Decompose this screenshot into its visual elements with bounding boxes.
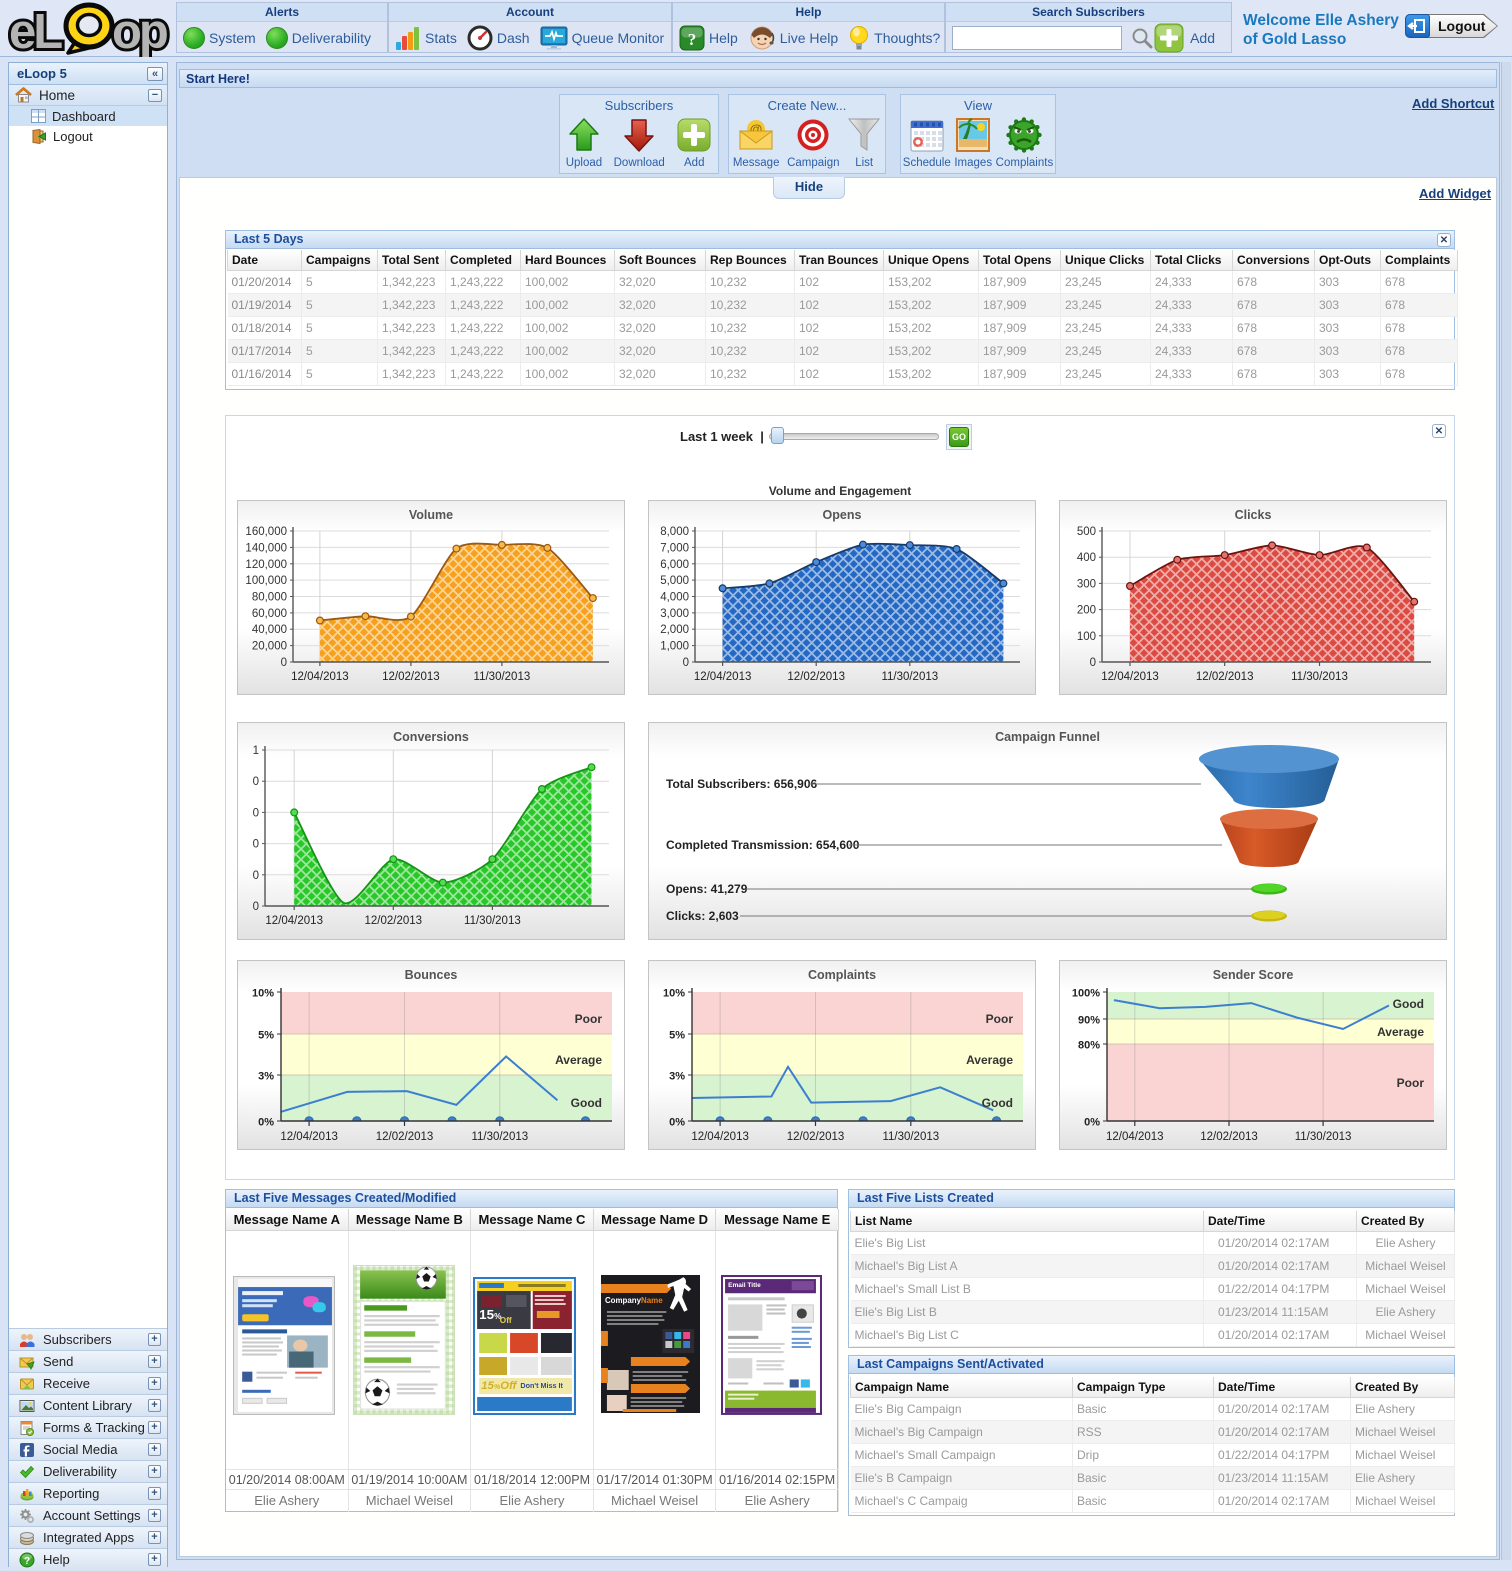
svg-text:Poor: Poor (1397, 1076, 1425, 1090)
svg-text:?: ? (688, 30, 697, 49)
svg-text:0: 0 (253, 870, 259, 882)
svg-text:60,000: 60,000 (252, 608, 287, 620)
svg-text:80%: 80% (1078, 1040, 1100, 1052)
svg-text:11/30/2013: 11/30/2013 (882, 1131, 939, 1143)
svg-text:0: 0 (1090, 657, 1096, 669)
svg-text:40,000: 40,000 (252, 624, 287, 636)
svg-text:12/04/2013: 12/04/2013 (291, 671, 349, 683)
svg-text:11/30/2013: 11/30/2013 (1291, 671, 1348, 683)
svg-text:12/02/2013: 12/02/2013 (787, 671, 845, 683)
svg-text:80,000: 80,000 (252, 592, 287, 604)
svg-text:12/04/2013: 12/04/2013 (280, 1131, 338, 1143)
svg-text:120,000: 120,000 (245, 559, 287, 571)
svg-text:12/04/2013: 12/04/2013 (1101, 671, 1159, 683)
svg-text:6,000: 6,000 (660, 559, 689, 571)
svg-text:Good: Good (982, 1096, 1013, 1110)
svg-text:12/02/2013: 12/02/2013 (1196, 671, 1254, 683)
svg-text:Average: Average (966, 1053, 1013, 1067)
svg-text:100: 100 (1077, 631, 1096, 643)
svg-text:op: op (112, 5, 167, 57)
svg-text:0%: 0% (258, 1117, 274, 1129)
svg-text:11/30/2013: 11/30/2013 (881, 671, 938, 683)
svg-text:12/04/2013: 12/04/2013 (1106, 1131, 1164, 1143)
svg-text:8,000: 8,000 (660, 526, 689, 538)
svg-text:300: 300 (1077, 578, 1096, 590)
svg-text:5,000: 5,000 (660, 575, 689, 587)
svg-text:100%: 100% (1072, 988, 1100, 1000)
svg-text:10%: 10% (663, 988, 685, 1000)
svg-text:Total Subscribers: 656,906: Total Subscribers: 656,906 (666, 777, 818, 791)
svg-text:11/30/2013: 11/30/2013 (464, 915, 521, 927)
svg-text:0%: 0% (669, 1117, 685, 1129)
svg-text:eL: eL (9, 5, 62, 57)
svg-text:100,000: 100,000 (245, 575, 287, 587)
svg-text:Poor: Poor (986, 1012, 1014, 1026)
svg-text:5%: 5% (258, 1030, 274, 1042)
svg-text:3%: 3% (258, 1071, 274, 1083)
svg-text:Good: Good (1393, 997, 1424, 1011)
svg-text:Opens: 41,279: Opens: 41,279 (666, 882, 748, 896)
svg-text:12/02/2013: 12/02/2013 (376, 1131, 434, 1143)
svg-text:10%: 10% (252, 988, 274, 1000)
svg-text:12/04/2013: 12/04/2013 (265, 915, 323, 927)
svg-text:1: 1 (253, 745, 259, 757)
svg-text:12/04/2013: 12/04/2013 (694, 671, 752, 683)
svg-text:Clicks: 2,603: Clicks: 2,603 (666, 909, 739, 923)
svg-text:0: 0 (253, 901, 259, 913)
svg-text:Poor: Poor (575, 1012, 603, 1026)
svg-text:0: 0 (683, 657, 689, 669)
svg-text:160,000: 160,000 (245, 526, 287, 538)
svg-text:20,000: 20,000 (252, 641, 287, 653)
svg-text:4,000: 4,000 (660, 592, 689, 604)
svg-text:Completed Transmission: 654,60: Completed Transmission: 654,600 (666, 838, 860, 852)
svg-text:Average: Average (555, 1053, 602, 1067)
svg-text:500: 500 (1077, 526, 1096, 538)
svg-text:0: 0 (281, 657, 287, 669)
svg-text:12/02/2013: 12/02/2013 (787, 1131, 845, 1143)
svg-text:12/04/2013: 12/04/2013 (691, 1131, 749, 1143)
svg-text:400: 400 (1077, 552, 1096, 564)
svg-text:Average: Average (1377, 1025, 1424, 1039)
svg-text:7,000: 7,000 (660, 542, 689, 554)
svg-text:12/02/2013: 12/02/2013 (1200, 1131, 1258, 1143)
svg-text:0%: 0% (1084, 1117, 1100, 1129)
svg-text:5%: 5% (669, 1030, 685, 1042)
svg-text:1,000: 1,000 (660, 641, 689, 653)
svg-text:90%: 90% (1078, 1015, 1100, 1027)
svg-text:140,000: 140,000 (245, 542, 287, 554)
svg-text:11/30/2013: 11/30/2013 (471, 1131, 528, 1143)
svg-text:Good: Good (571, 1096, 602, 1110)
svg-text:11/30/2013: 11/30/2013 (474, 671, 531, 683)
svg-text:3%: 3% (669, 1071, 685, 1083)
svg-text:12/02/2013: 12/02/2013 (382, 671, 440, 683)
svg-text:0: 0 (253, 839, 259, 851)
svg-text:?: ? (24, 1556, 30, 1567)
svg-text:200: 200 (1077, 605, 1096, 617)
svg-text:12/02/2013: 12/02/2013 (365, 915, 423, 927)
svg-text:11/30/2013: 11/30/2013 (1295, 1131, 1352, 1143)
svg-text:0: 0 (253, 776, 259, 788)
svg-text:0: 0 (253, 807, 259, 819)
svg-text:2,000: 2,000 (660, 624, 689, 636)
svg-text:3,000: 3,000 (660, 608, 689, 620)
